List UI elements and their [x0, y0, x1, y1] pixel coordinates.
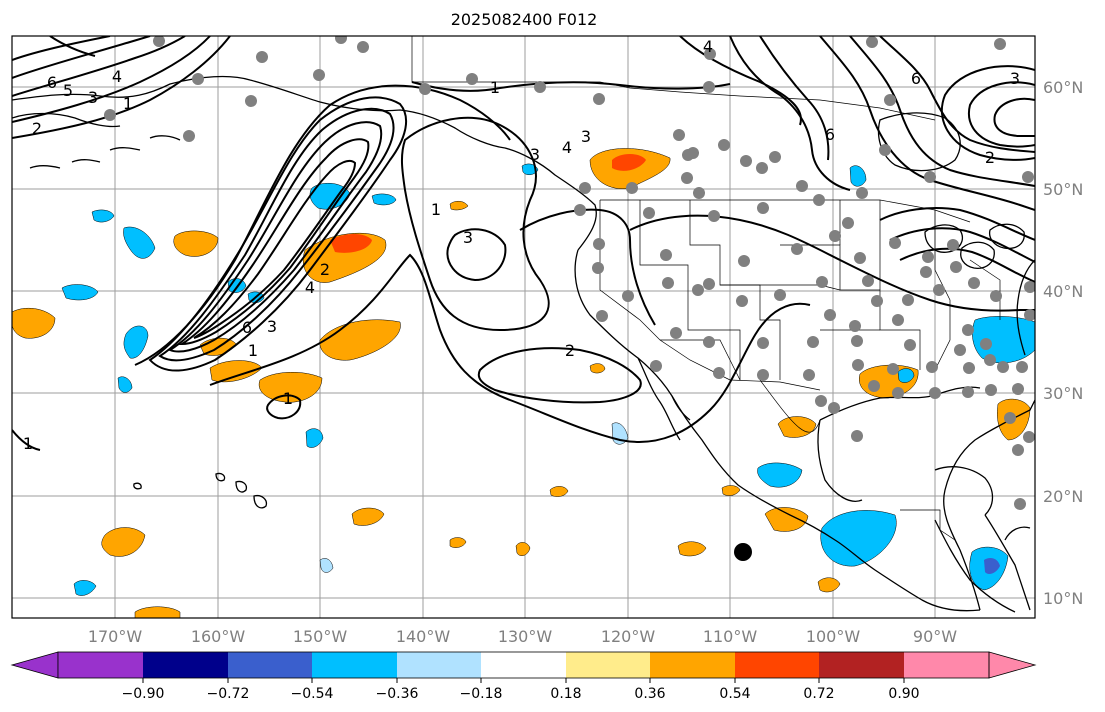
longitude-labels: 170°W 160°W 150°W 140°W 130°W 120°W 110°… [88, 627, 957, 646]
lat-label-20n: 20°N [1043, 487, 1083, 506]
lon-label-120w: 120°W [601, 627, 656, 646]
contour-label: 2 [985, 148, 995, 167]
contour-label: 1 [431, 200, 441, 219]
contour-label: 4 [703, 37, 713, 56]
contour-label: 4 [562, 138, 572, 157]
map-title: 2025082400 F012 [450, 10, 598, 29]
colorbar-tick-label: 0.72 [803, 686, 834, 702]
political-borders [411, 36, 1001, 541]
contour-label: 3 [88, 88, 98, 107]
colorbar-tick-label: −0.54 [291, 686, 334, 702]
contour-label: 3 [463, 228, 473, 247]
lon-label-90w: 90°W [913, 627, 957, 646]
colorbar-tick-label: 0.18 [550, 686, 581, 702]
contour-label: 1 [123, 94, 133, 113]
contour-label: 4 [112, 67, 122, 86]
negative-shading [61, 163, 1035, 596]
colorbar: −0.90 −0.72 −0.54 −0.36 −0.18 0.18 0.36 … [10, 651, 1037, 702]
contour-label: 3 [1010, 69, 1020, 88]
contour-label: 1 [248, 341, 258, 360]
storm-center-marker [734, 543, 752, 561]
colorbar-segment [566, 652, 650, 678]
contour-labels: 6 5 4 3 2 1 6 4 3 1 4 3 2 1 1 3 2 1 6 4 … [23, 37, 1020, 453]
contour-label: 4 [305, 278, 315, 297]
contour-label: 6 [911, 69, 921, 88]
colorbar-tick-label: −0.36 [376, 686, 419, 702]
colorbar-segment [397, 652, 481, 678]
contour-lines [12, 36, 1035, 451]
lon-label-140w: 140°W [396, 627, 451, 646]
lat-label-60n: 60°N [1043, 78, 1083, 97]
contour-label: 3 [267, 317, 277, 336]
station-markers [104, 36, 1035, 510]
contour-label: 2 [320, 260, 330, 279]
lon-label-170w: 170°W [88, 627, 143, 646]
colorbar-segment [58, 652, 143, 678]
colorbar-segment [228, 652, 312, 678]
lon-label-150w: 150°W [293, 627, 348, 646]
colorbar-segment [143, 652, 228, 678]
contour-label: 2 [565, 341, 575, 360]
contour-label: 1 [23, 434, 33, 453]
lat-label-50n: 50°N [1043, 180, 1083, 199]
colorbar-tick-label: −0.90 [122, 686, 165, 702]
colorbar-segment [735, 652, 819, 678]
contour-label: 5 [63, 81, 73, 100]
colorbar-segment [312, 652, 397, 678]
lon-label-130w: 130°W [498, 627, 553, 646]
latitude-labels: 60°N 50°N 40°N 30°N 20°N 10°N [1043, 78, 1083, 608]
colorbar-extend-max [988, 651, 1037, 679]
colorbar-segment [819, 652, 904, 678]
contour-label: 6 [242, 318, 252, 337]
colorbar-segment [481, 652, 566, 678]
lon-label-160w: 160°W [191, 627, 246, 646]
colorbar-tick-label: 0.36 [634, 686, 665, 702]
colorbar-tick-label: 0.90 [888, 686, 919, 702]
contour-label: 1 [490, 78, 500, 97]
contour-label: 3 [530, 145, 540, 164]
contour-label: 6 [825, 125, 835, 144]
contour-label: 2 [32, 119, 42, 138]
colorbar-segment [904, 652, 989, 678]
coastlines [12, 75, 1035, 613]
colorbar-tick-label: 0.54 [719, 686, 750, 702]
lon-label-100w: 100°W [806, 627, 861, 646]
contour-label: 1 [283, 389, 293, 408]
contour-label: 6 [47, 73, 57, 92]
lon-label-110w: 110°W [703, 627, 758, 646]
lat-label-40n: 40°N [1043, 282, 1083, 301]
colorbar-segment [650, 652, 735, 678]
colorbar-tick-label: −0.18 [460, 686, 503, 702]
colorbar-extend-min [10, 651, 59, 679]
lat-label-30n: 30°N [1043, 384, 1083, 403]
colorbar-tick-label: −0.72 [207, 686, 250, 702]
contour-label: 3 [581, 127, 591, 146]
map-frame [11, 35, 1036, 619]
lat-label-10n: 10°N [1043, 589, 1083, 608]
